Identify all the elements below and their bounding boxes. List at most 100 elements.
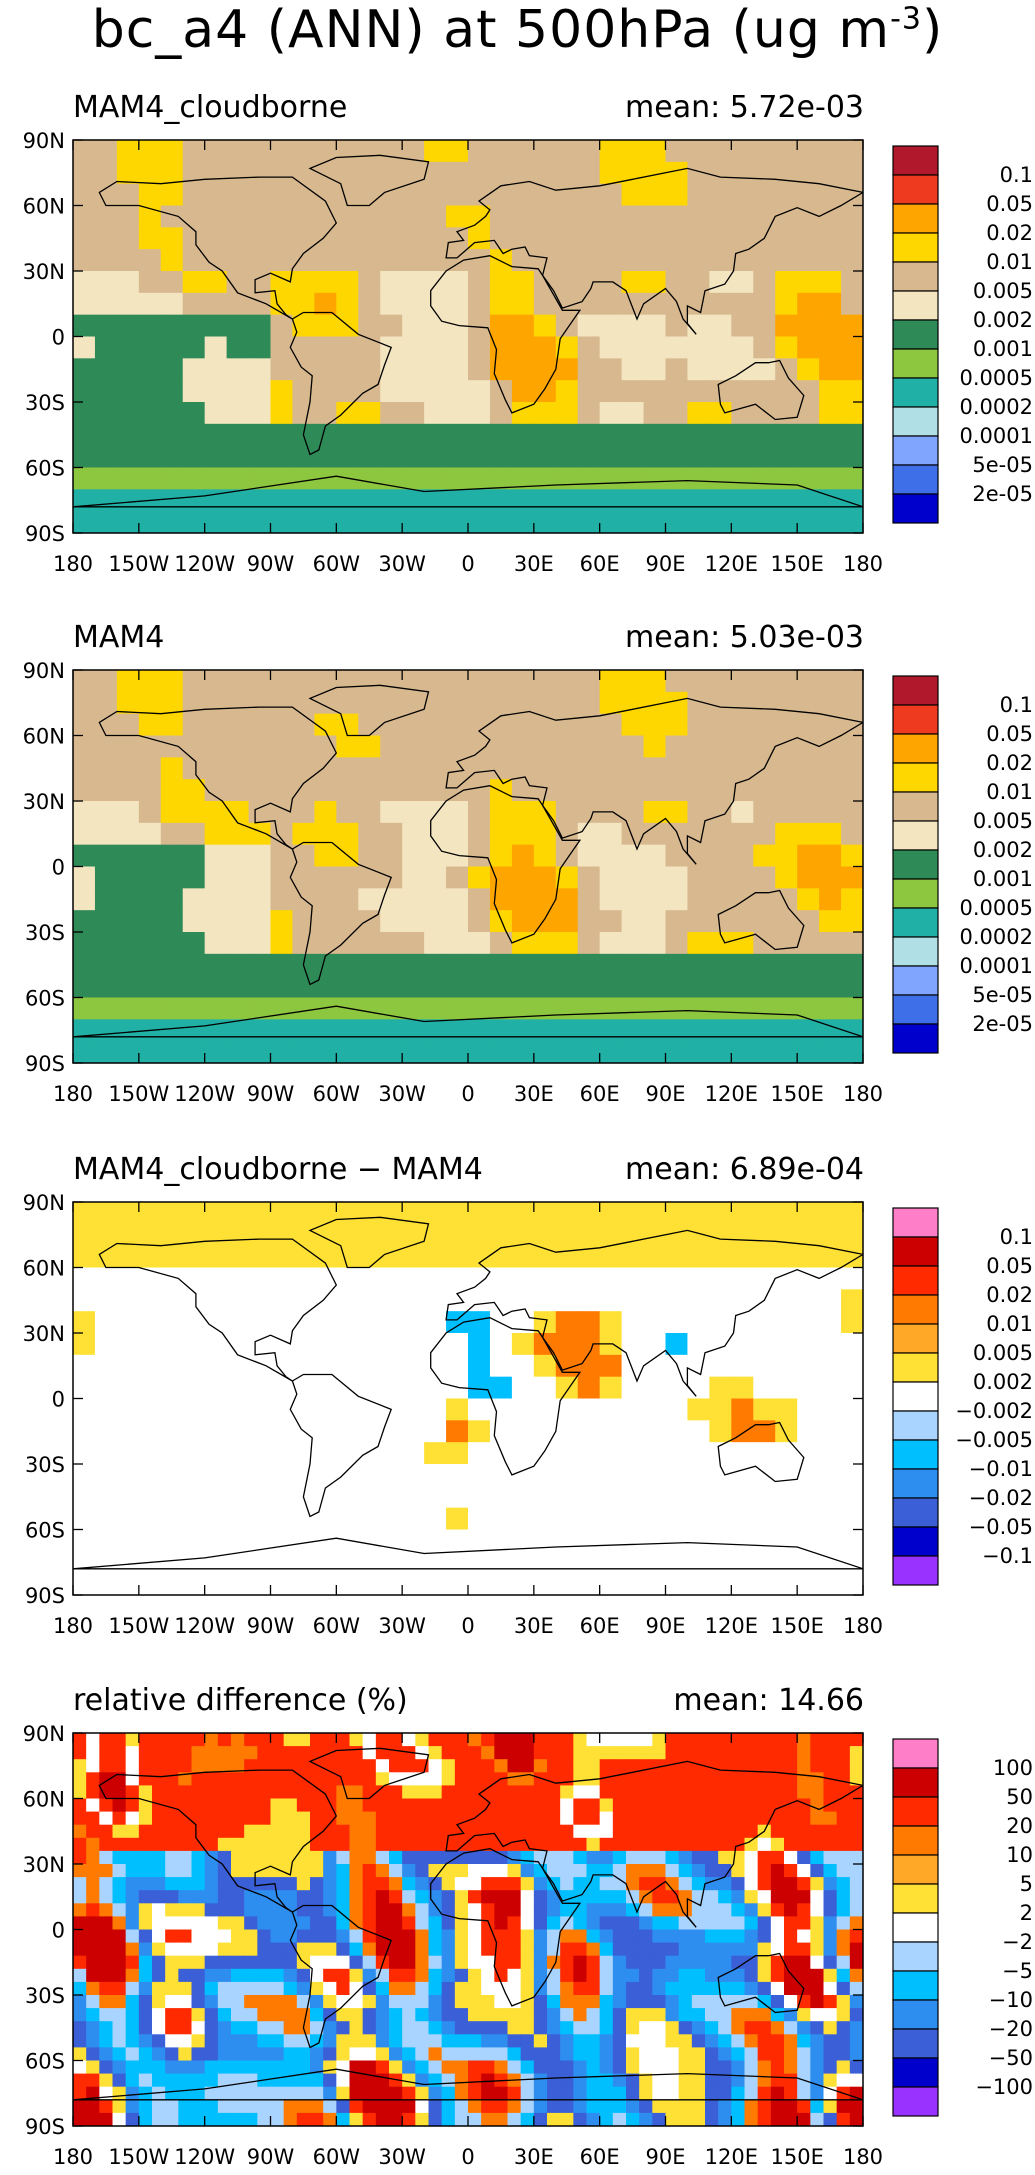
colorbar-label: 0.02 <box>986 221 1033 245</box>
lon-tick-label: 180 <box>53 552 93 576</box>
lon-tick-label: 90E <box>646 552 686 576</box>
colorbar-label: 10 <box>1006 1843 1033 1867</box>
panel-mean: mean: 5.72e-03 <box>625 90 864 125</box>
colorbar-label: 0.01 <box>986 250 1033 274</box>
figure-title-text: bc_a4 (ANN) at 500hPa (ug m <box>91 0 891 60</box>
panel-mean: mean: 5.03e-03 <box>625 620 864 655</box>
colorbar-label: 5e-05 <box>972 453 1033 477</box>
lat-tick-label: 0 <box>52 326 65 350</box>
colorbar-swatch <box>892 1468 939 1499</box>
lat-tick-label: 90N <box>23 1191 65 1215</box>
lon-tick-label: 180 <box>843 1082 883 1106</box>
colorbar-swatch <box>892 965 939 996</box>
greenland-outline <box>308 1216 430 1269</box>
colorbar-swatch <box>892 1912 939 1943</box>
lat-tick-label: 90S <box>25 1584 65 1608</box>
eurasia-outline <box>445 1760 863 1928</box>
colorbar-label: 0.002 <box>973 308 1033 332</box>
lon-tick-label: 90W <box>247 1082 295 1106</box>
africa-outline <box>430 1848 582 2007</box>
lon-tick-label: 120W <box>174 552 235 576</box>
colorbar-label: 0.0002 <box>960 395 1033 419</box>
colorbar-label: −0.05 <box>969 1515 1033 1539</box>
colorbar: 0.1 0.05 0.02 0.01 0.005 0.002 0.001 0.0005 0.00… <box>892 145 1033 524</box>
lat-tick-label: 30N <box>23 1853 65 1877</box>
lat-tick-label: 90N <box>23 129 65 153</box>
lon-tick-label: 90W <box>247 552 295 576</box>
south-america-outline <box>289 841 393 986</box>
colorbar-swatch <box>892 1410 939 1441</box>
colorbar-label: −0.005 <box>955 1428 1033 1452</box>
lat-tick-label: 60S <box>25 1519 65 1543</box>
lat-tick-label: 0 <box>52 1388 65 1412</box>
lon-tick-label: 150W <box>108 1082 169 1106</box>
lat-tick-label: 0 <box>52 856 65 880</box>
colorbar-swatch <box>892 261 939 292</box>
colorbar-label: 50 <box>1006 1785 1033 1809</box>
colorbar-label: 0.1 <box>1000 693 1033 717</box>
colorbar-swatch <box>892 2028 939 2059</box>
colorbar-label: 0.05 <box>986 192 1033 216</box>
map-panel: relative difference (%) mean: 14.66 90N 60N… <box>0 1683 1035 2173</box>
lon-tick-label: 0 <box>461 1614 474 1638</box>
colorbar: 100 50 20 10 5 2 −2 −5 −10 −20 −50 −100 <box>892 1738 1033 2117</box>
south-america-outline <box>289 311 393 456</box>
lon-tick-label: 30E <box>514 1082 554 1106</box>
lon-tick-label: 60W <box>313 1614 361 1638</box>
colorbar-swatch <box>892 203 939 234</box>
eurasia-outline <box>445 167 863 335</box>
eurasia-outline <box>445 1229 863 1397</box>
colorbar-swatch <box>892 1999 939 2030</box>
lon-tick-label: 120E <box>705 552 758 576</box>
lon-tick-label: 60W <box>313 2145 361 2169</box>
contour-fill <box>73 670 863 1063</box>
colorbar-swatch <box>892 1941 939 1972</box>
lon-tick-label: 60E <box>580 552 620 576</box>
lon-tick-label: 30W <box>378 1614 426 1638</box>
lon-tick-label: 120W <box>174 1082 235 1106</box>
australia-outline <box>717 359 805 421</box>
map-panel: MAM4 mean: 5.03e-03 90N 60N 30N 0 30S 60S 90S 180… <box>0 620 1035 1110</box>
colorbar-label: 5 <box>1020 1872 1033 1896</box>
lat-tick-label: 60N <box>23 1257 65 1281</box>
colorbar-label: 0.002 <box>973 838 1033 862</box>
colorbar-label: 0.05 <box>986 1254 1033 1278</box>
lat-tick-label: 30S <box>25 1984 65 2008</box>
colorbar-swatch <box>892 820 939 851</box>
colorbar-label: 0.0005 <box>960 366 1033 390</box>
colorbar-swatch <box>892 1854 939 1885</box>
lon-tick-label: 150W <box>108 2145 169 2169</box>
lat-tick-label: 30S <box>25 921 65 945</box>
colorbar: 0.1 0.05 0.02 0.01 0.005 0.002 0.001 0.0005 0.00… <box>892 675 1033 1054</box>
africa-outline <box>430 785 582 944</box>
contour-fill <box>73 1733 863 2126</box>
lon-tick-label: 90W <box>247 1614 295 1638</box>
lon-tick-label: 30W <box>378 552 426 576</box>
greenland-outline <box>308 684 430 737</box>
colorbar-swatch <box>892 994 939 1025</box>
colorbar-swatch <box>892 174 939 205</box>
colorbar-label: 0.1 <box>1000 163 1033 187</box>
north-america-outline <box>98 706 338 850</box>
colorbar-swatch <box>892 936 939 967</box>
colorbar-swatch <box>892 1323 939 1354</box>
colorbar-label: 0.005 <box>973 279 1033 303</box>
colorbar-label: 0.01 <box>986 780 1033 804</box>
panel-mean: mean: 6.89e-04 <box>625 1152 864 1187</box>
colorbar-label: −20 <box>989 2017 1033 2041</box>
antarctica-outline <box>73 2068 863 2101</box>
colorbar-swatch <box>892 1738 939 1769</box>
colorbar-label: 0.1 <box>1000 1225 1033 1249</box>
colorbar-swatch <box>892 878 939 909</box>
lon-tick-label: 0 <box>461 2145 474 2169</box>
lon-tick-label: 30W <box>378 2145 426 2169</box>
greenland-outline <box>308 154 430 207</box>
colorbar-label: −0.02 <box>969 1486 1033 1510</box>
australia-outline <box>717 1421 805 1483</box>
colorbar-swatch <box>892 1352 939 1383</box>
map-panel: MAM4_cloudborne − MAM4 mean: 6.89e-04 90N 6… <box>0 1152 1035 1642</box>
colorbar-swatch <box>892 1497 939 1528</box>
lat-tick-label: 90N <box>23 1722 65 1746</box>
panel-mean: mean: 14.66 <box>673 1683 864 1718</box>
colorbar-label: 0.02 <box>986 1283 1033 1307</box>
